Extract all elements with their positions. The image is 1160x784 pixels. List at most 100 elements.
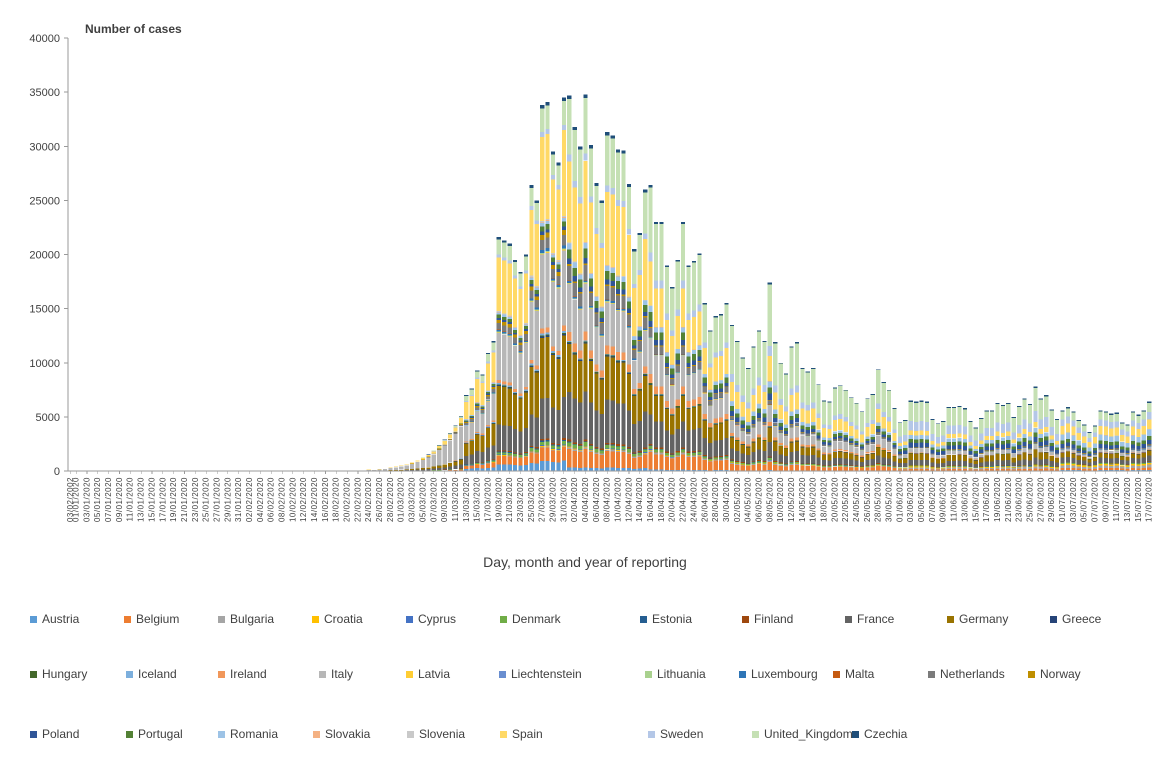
x-tick-label: 02/05/2020 [733, 477, 742, 522]
legend-label: Austria [42, 612, 80, 626]
x-tick-label: 25/06/2020 [1025, 477, 1034, 522]
x-tick-label: 16/04/2020 [646, 477, 655, 522]
x-tick-label: 05/03/2020 [418, 477, 427, 522]
legend-item-france: France [845, 612, 894, 626]
legend-label: Croatia [324, 612, 363, 626]
legend-item-czechia: Czechia [852, 727, 907, 741]
legend-label: Liechtenstein [511, 667, 582, 681]
legend-label: Latvia [418, 667, 451, 681]
legend-swatch-icon [852, 730, 859, 738]
x-tick-label: 24/05/2020 [852, 477, 861, 522]
x-tick-label: 29/01/2020 [223, 477, 232, 522]
legend-label: Ireland [230, 667, 267, 681]
legend-label: Norway [1040, 667, 1081, 681]
legend-swatch-icon [648, 730, 655, 738]
legend-swatch-icon [30, 615, 37, 623]
legend-swatch-icon [30, 730, 37, 738]
x-tick-label: 26/05/2020 [863, 477, 872, 522]
x-tick-label: 16/02/2020 [321, 477, 330, 522]
x-tick-label: 05/06/2020 [917, 477, 926, 522]
x-tick-label: 18/02/2020 [332, 477, 341, 522]
x-tick-label: 11/07/2020 [1112, 477, 1121, 521]
x-tick-label: 21/03/2020 [505, 477, 514, 522]
legend-swatch-icon [640, 615, 647, 623]
legend-item-romania: Romania [218, 727, 278, 741]
legend-item-bulgaria: Bulgaria [218, 612, 274, 626]
x-tick-label: 16/05/2020 [809, 477, 818, 522]
x-tick-label: 04/02/2020 [256, 477, 265, 522]
legend-swatch-icon [499, 670, 506, 678]
x-tick-label: 15/03/2020 [473, 477, 482, 522]
legend-swatch-icon [752, 730, 759, 738]
legend-swatch-icon [1050, 615, 1057, 623]
stacked-bar-chart: 0 5000 10000 15000 20000 25000 30000 35000 40000… [29, 33, 1153, 522]
legend-item-united_kingdom: United_Kingdom [752, 727, 853, 741]
x-tick-label: 01/06/2020 [895, 477, 904, 522]
legend-label: Spain [512, 727, 543, 741]
legend-swatch-icon [1028, 670, 1035, 678]
legend-swatch-icon [500, 730, 507, 738]
x-tick-label: 02/04/2020 [570, 477, 579, 522]
legend-item-cyprus: Cyprus [406, 612, 456, 626]
legend-swatch-icon [833, 670, 840, 678]
legend-item-ireland: Ireland [218, 667, 267, 681]
legend-item-italy: Italy [319, 667, 353, 681]
y-tick-label: 25000 [29, 195, 60, 207]
x-tick-label: 21/06/2020 [1004, 477, 1013, 522]
y-tick-label: 15000 [29, 304, 60, 316]
x-tick-label: 13/07/2020 [1123, 477, 1132, 522]
legend-swatch-icon [845, 615, 852, 623]
legend-swatch-icon [319, 670, 326, 678]
x-tick-label: 06/02/2020 [267, 477, 276, 522]
legend-swatch-icon [218, 670, 225, 678]
legend-label: Poland [42, 727, 80, 741]
x-tick-label: 07/01/2020 [104, 477, 113, 522]
x-tick-label: 27/01/2020 [212, 477, 221, 522]
legend-item-spain: Spain [500, 727, 543, 741]
chart-title: Number of cases [85, 22, 182, 36]
x-tick-label: 01/03/2020 [397, 477, 406, 522]
legend-swatch-icon [126, 730, 133, 738]
legend-item-malta: Malta [833, 667, 874, 681]
x-tick-label: 12/02/2020 [299, 477, 308, 522]
x-tick-label: 01/07/2020 [1058, 477, 1067, 522]
legend-swatch-icon [742, 615, 749, 623]
legend-label: Bulgaria [230, 612, 275, 626]
x-tick-label: 15/06/2020 [971, 477, 980, 522]
x-tick-label: 09/06/2020 [939, 477, 948, 522]
x-tick-label: 15/01/2020 [147, 477, 156, 522]
legend-swatch-icon [313, 730, 320, 738]
y-tick-label: 30000 [29, 141, 60, 153]
x-tick-label: 27/06/2020 [1036, 477, 1045, 522]
x-tick-label: 21/01/2020 [180, 477, 189, 522]
x-tick-label: 20/02/2020 [343, 477, 352, 522]
x-tick-label: 10/04/2020 [614, 477, 623, 522]
legend-swatch-icon [645, 670, 652, 678]
x-tick-label: 08/02/2020 [277, 477, 286, 522]
legend-swatch-icon [30, 670, 37, 678]
legend-label: Hungary [42, 667, 88, 681]
y-tick-label: 0 [54, 466, 60, 478]
x-tick-label: 17/06/2020 [982, 477, 991, 522]
legend-label: United_Kingdom [764, 727, 853, 741]
legend-item-portugal: Portugal [126, 727, 183, 741]
legend-label: Lithuania [657, 667, 706, 681]
y-tick-label: 35000 [29, 87, 60, 99]
x-tick-label: 23/03/2020 [516, 477, 525, 522]
legend-item-austria: Austria [30, 612, 79, 626]
x-tick-label: 18/05/2020 [819, 477, 828, 522]
x-tick-label: 30/05/2020 [885, 477, 894, 522]
legend-label: Slovakia [325, 727, 371, 741]
x-tick-label: 14/05/2020 [798, 477, 807, 522]
x-tick-label: 11/03/2020 [451, 477, 460, 521]
legend-label: Cyprus [418, 612, 457, 626]
x-tick-label: 12/05/2020 [787, 477, 796, 522]
legend-label: Portugal [138, 727, 183, 741]
legend-item-lithuania: Lithuania [645, 667, 706, 681]
legend-item-sweden: Sweden [648, 727, 703, 741]
x-tick-label: 05/07/2020 [1080, 477, 1089, 522]
x-tick-label: 17/01/2020 [158, 477, 167, 522]
legend-label: Malta [845, 667, 875, 681]
x-tick-label: 20/05/2020 [830, 477, 839, 522]
